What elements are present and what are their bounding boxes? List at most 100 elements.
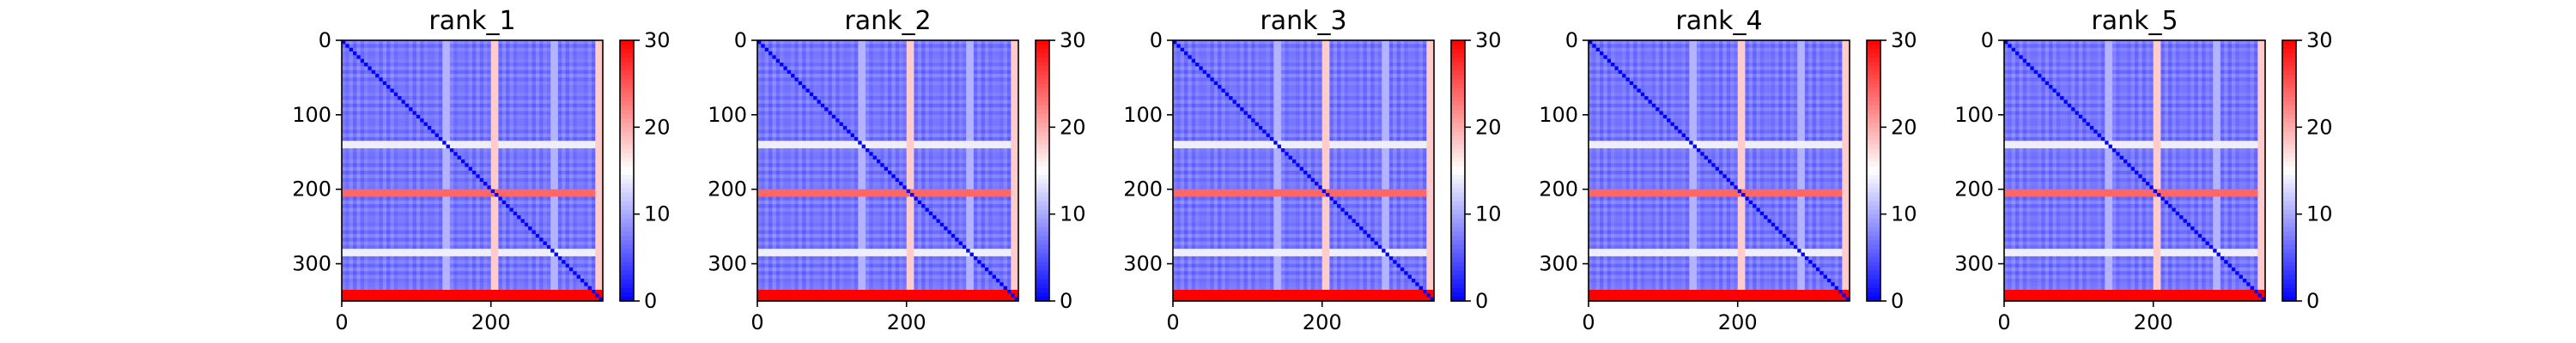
heatmap-cell [528, 144, 533, 149]
heatmap-cell [472, 77, 477, 82]
heatmap-cell [550, 155, 556, 160]
heatmap-cell [386, 230, 392, 235]
heatmap-cell [368, 256, 373, 261]
heatmap-cell [487, 233, 492, 238]
heatmap-cell [506, 88, 511, 93]
heatmap-cell [427, 99, 432, 105]
heatmap-cell [472, 230, 477, 235]
heatmap-cell [438, 155, 443, 160]
heatmap-cell [565, 271, 570, 276]
heatmap-cell [349, 249, 354, 254]
heatmap-cell [501, 263, 507, 268]
heatmap-cell [517, 114, 522, 119]
heatmap-cell [465, 222, 470, 227]
heatmap-cell [371, 141, 376, 146]
heatmap-cell [506, 166, 511, 172]
heatmap-cell [379, 103, 384, 108]
heatmap-cell [420, 252, 425, 257]
heatmap-cell [591, 263, 596, 268]
heatmap-cell [386, 174, 392, 179]
heatmap-cell [487, 69, 492, 75]
heatmap-cell [449, 77, 454, 82]
heatmap-cell [539, 166, 544, 172]
heatmap-cell [438, 107, 443, 112]
heatmap-cell [353, 208, 357, 213]
heatmap-cell [398, 47, 403, 52]
heatmap-cell [524, 274, 529, 280]
heatmap-cell [449, 289, 454, 294]
heatmap-cell [386, 69, 392, 75]
heatmap-cell [349, 200, 354, 205]
heatmap-cell [460, 226, 465, 232]
heatmap-cell [416, 233, 421, 238]
heatmap-cell [360, 282, 365, 287]
heatmap-cell [375, 44, 380, 49]
heatmap-cell [506, 51, 511, 56]
heatmap-cell [495, 196, 499, 202]
heatmap-cell [449, 211, 454, 216]
heatmap-cell [431, 66, 436, 71]
heatmap-cell [535, 204, 540, 209]
heatmap-cell [401, 263, 406, 268]
heatmap-cell [345, 271, 350, 276]
heatmap-cell [398, 111, 403, 116]
heatmap-cell [412, 174, 417, 179]
heatmap-cell [453, 147, 459, 153]
heatmap-cell [457, 293, 462, 298]
heatmap-cell [487, 249, 492, 254]
heatmap-cell [438, 274, 443, 280]
heatmap-cell [557, 241, 562, 246]
heatmap-cell [360, 271, 365, 276]
heatmap-cell [580, 196, 585, 202]
heatmap-cell [506, 230, 511, 235]
heatmap-cell [412, 211, 417, 216]
heatmap-cell [595, 289, 600, 294]
heatmap-cell [453, 114, 459, 119]
heatmap-cell [446, 103, 451, 108]
heatmap-cell [587, 51, 592, 56]
colorbar-segment [620, 45, 634, 50]
heatmap-cell [386, 233, 392, 238]
heatmap-cell [349, 204, 354, 209]
heatmap-cell [438, 282, 443, 287]
heatmap-cell [375, 88, 380, 93]
heatmap-cell [595, 233, 600, 238]
heatmap-cell [587, 222, 592, 227]
heatmap-cell [472, 81, 477, 86]
heatmap-cell [543, 256, 548, 261]
heatmap-cell [420, 297, 425, 302]
heatmap-cell [360, 74, 365, 79]
heatmap-cell [761, 40, 766, 45]
heatmap-cell [431, 289, 436, 294]
heatmap-cell [554, 289, 559, 294]
heatmap-cell [382, 63, 387, 67]
heatmap-cell [368, 222, 373, 227]
heatmap-cell [539, 85, 544, 90]
heatmap-cell [568, 129, 574, 135]
heatmap-cell [420, 238, 425, 243]
heatmap-cell [483, 289, 488, 294]
heatmap-cell [375, 118, 380, 123]
heatmap-cell [557, 260, 562, 265]
heatmap-cell [398, 178, 403, 183]
heatmap-cell [416, 252, 421, 257]
heatmap-cell [513, 256, 518, 261]
heatmap-cell [420, 58, 425, 63]
heatmap-cell [401, 81, 406, 86]
heatmap-cell [483, 55, 488, 60]
heatmap-cell [528, 118, 533, 123]
heatmap-cell [524, 222, 529, 227]
heatmap-cell [382, 171, 387, 175]
heatmap-cell [423, 107, 428, 112]
heatmap-cell [524, 249, 529, 254]
heatmap-cell [342, 208, 346, 213]
heatmap-cell [576, 171, 581, 175]
heatmap-cell [465, 40, 470, 45]
heatmap-cell [345, 141, 350, 146]
heatmap-cell [442, 88, 447, 93]
heatmap-cell [476, 114, 481, 119]
heatmap-cell [434, 129, 440, 135]
heatmap-cell [345, 147, 350, 153]
heatmap-cell [442, 74, 447, 79]
